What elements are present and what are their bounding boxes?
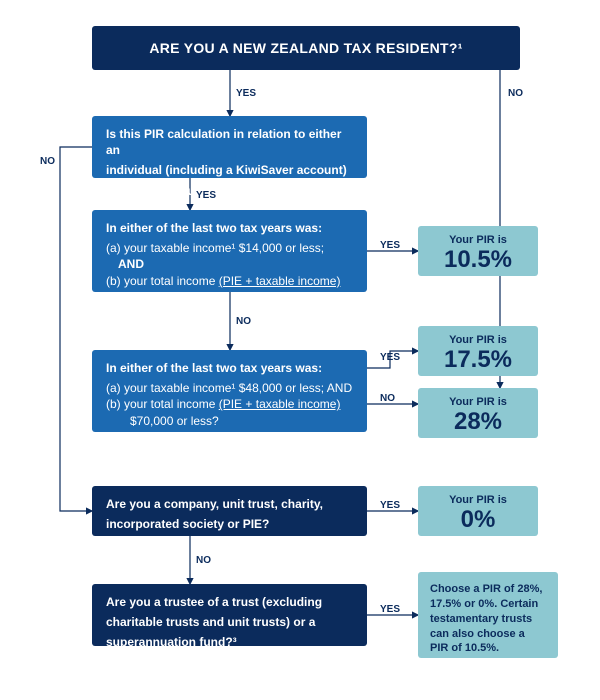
pir-label: Your PIR is <box>428 396 528 408</box>
edge-label-yes: YES <box>380 240 400 251</box>
q-trustee-l2: charitable trusts and unit trusts) or a <box>106 614 353 630</box>
question-individual-joint: Is this PIR calculation in relation to e… <box>92 116 367 178</box>
q-income1-b: (b) your total income (PIE + taxable inc… <box>106 273 353 289</box>
pir-value: 10.5% <box>428 248 528 272</box>
pir-value: 17.5% <box>428 348 528 372</box>
q-income2-b: (b) your total income (PIE + taxable inc… <box>106 396 353 412</box>
edge-label-yes: YES <box>380 352 400 363</box>
edge-label-no: NO <box>508 88 523 99</box>
q-income1-b2: $48,000 or less? <box>106 289 353 305</box>
edge-label-no: NO <box>236 316 251 327</box>
edge-label-yes: YES <box>236 88 256 99</box>
edge-label-no: NO <box>196 555 211 566</box>
q-income1-a: (a) your taxable income¹ $14,000 or less… <box>106 240 353 272</box>
edge-label-no: NO <box>380 393 395 404</box>
outcome-pir-17-5: Your PIR is 17.5% <box>418 326 538 376</box>
question-income-48k-70k: In either of the last two tax years was:… <box>92 350 367 432</box>
question-income-14k-48k: In either of the last two tax years was:… <box>92 210 367 292</box>
header-text: ARE YOU A NEW ZEALAND TAX RESIDENT?¹ <box>92 26 520 70</box>
q-individual-line1: Is this PIR calculation in relation to e… <box>106 126 353 158</box>
outcome-pir-trustee-choice: Choose a PIR of 28%, 17.5% or 0%. Certai… <box>418 572 558 658</box>
q-trustee-l1: Are you a trustee of a trust (excluding <box>106 594 353 610</box>
edge-label-no: NO <box>40 156 55 167</box>
pir-value: 28% <box>428 410 528 434</box>
q-company-l2: incorporated society or PIE? <box>106 516 353 532</box>
q-individual-line3: or a joint account?² <box>106 183 353 199</box>
q-income1-title: In either of the last two tax years was: <box>106 220 353 236</box>
question-company-trust-charity: Are you a company, unit trust, charity, … <box>92 486 367 536</box>
edge-label-yes: YES <box>380 604 400 615</box>
q-income2-title: In either of the last two tax years was: <box>106 360 353 376</box>
pir-label: Your PIR is <box>428 334 528 346</box>
pir-label: Your PIR is <box>428 494 528 506</box>
q-individual-line2: individual (including a KiwiSaver accoun… <box>106 162 353 178</box>
outcome-pir-0: Your PIR is 0% <box>418 486 538 536</box>
q-income2-a: (a) your taxable income¹ $48,000 or less… <box>106 380 353 396</box>
outcome-pir-10-5: Your PIR is 10.5% <box>418 226 538 276</box>
pir-label: Your PIR is <box>428 234 528 246</box>
pir-value: 0% <box>428 508 528 532</box>
edge-label-yes: YES <box>380 500 400 511</box>
pir-trustee-text: Choose a PIR of 28%, 17.5% or 0%. Certai… <box>418 572 558 666</box>
question-nz-resident: ARE YOU A NEW ZEALAND TAX RESIDENT?¹ <box>92 26 520 70</box>
outcome-pir-28: Your PIR is 28% <box>418 388 538 438</box>
edge-label-yes: YES <box>196 190 216 201</box>
question-trustee-superfund: Are you a trustee of a trust (excluding … <box>92 584 367 646</box>
q-income2-b2: $70,000 or less? <box>106 413 353 429</box>
q-company-l1: Are you a company, unit trust, charity, <box>106 496 353 512</box>
q-trustee-l3: superannuation fund?³ <box>106 634 353 650</box>
